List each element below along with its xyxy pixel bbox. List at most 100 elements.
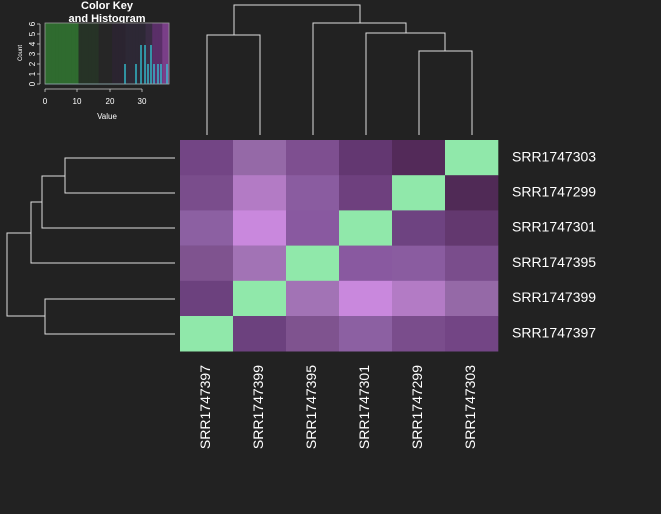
color-key-segment: [45, 23, 49, 84]
row-label: SRR1747399: [512, 289, 596, 305]
heatmap-cell: [339, 175, 393, 211]
color-key-segment: [128, 23, 133, 84]
heatmap-cell: [233, 210, 287, 246]
color-key-segment: [165, 23, 170, 84]
color-key-segment: [162, 23, 167, 84]
color-key-segment: [75, 23, 79, 84]
row-label: SRR1747395: [512, 254, 596, 270]
color-key-xlabel: Value: [97, 112, 117, 121]
row-labels: SRR1747303 SRR1747299 SRR1747301 SRR1747395…: [512, 148, 596, 340]
heatmap-cell: [339, 210, 393, 246]
color-key-segment: [152, 23, 156, 84]
color-key-title-line2: and Histogram: [68, 13, 145, 25]
column-label: SRR1747301: [356, 365, 372, 449]
color-key-segment: [145, 23, 150, 84]
heatmap-cell: [286, 210, 340, 246]
heatmap-cell: [392, 175, 446, 211]
color-key-segment: [101, 23, 106, 84]
column-dendrogram: [206, 4, 473, 135]
heatmap-cell: [392, 210, 446, 246]
y-tick-label: 5: [28, 31, 37, 36]
heatmap-cell: [339, 245, 393, 282]
heatmap-cell: [445, 210, 499, 246]
color-key-segment: [55, 23, 59, 84]
heatmap-cell: [286, 316, 340, 352]
heatmap-cell: [286, 140, 340, 176]
color-key-x-ticks: 0 10 20 30: [43, 89, 147, 106]
heatmap-cell: [445, 175, 499, 211]
heatmap-cell: [233, 140, 287, 176]
heatmap-cell: [180, 140, 234, 176]
heatmap-cell: [180, 210, 234, 246]
row-dendrogram: [6, 157, 175, 335]
heatmap-cell: [180, 280, 234, 317]
heatmap-cell: [392, 316, 446, 352]
heatmap-cell: [233, 316, 287, 352]
heatmap-cell: [180, 316, 234, 352]
color-key-segment: [142, 23, 146, 84]
y-tick-label: 3: [28, 51, 37, 56]
heatmap-cell: [339, 140, 393, 176]
color-key-title-line1: Color Key: [81, 0, 134, 12]
row-label: SRR1747299: [512, 184, 596, 200]
heatmap-cell: [445, 140, 499, 176]
y-tick-label: 4: [28, 41, 37, 46]
heatmap-cell: [233, 245, 287, 282]
color-key-segment: [51, 23, 56, 84]
heatmap-cell: [392, 280, 446, 317]
color-key-y-ticks: 0 1 2 3 4 5 6: [28, 21, 40, 86]
x-tick-label: 0: [43, 97, 48, 106]
heatmap-cells: [180, 140, 499, 352]
color-key-frame: [44, 22, 170, 85]
row-label: SRR1747303: [512, 148, 596, 164]
heatmap-cell: [392, 140, 446, 176]
y-tick-label: 6: [28, 21, 37, 26]
color-key-segment: [95, 23, 100, 84]
x-tick-label: 30: [138, 97, 147, 106]
column-label: SRR1747399: [250, 365, 266, 449]
color-key-segment: [135, 23, 140, 84]
heatmap-cell: [286, 175, 340, 211]
column-label: SRR1747395: [303, 365, 319, 449]
color-key-segment: [88, 23, 93, 84]
column-label: SRR1747397: [197, 365, 213, 449]
color-key-segment: [48, 23, 53, 84]
heatmap-cell: [339, 280, 393, 317]
color-key-segment: [61, 23, 66, 84]
column-label: SRR1747299: [409, 365, 425, 449]
heatmap-cell: [286, 245, 340, 282]
color-key-segment: [65, 23, 69, 84]
color-key-segment: [68, 23, 73, 84]
column-label: SRR1747303: [462, 365, 478, 449]
color-key-segment: [115, 23, 120, 84]
color-key-segment: [108, 23, 113, 84]
heatmap-cell: [445, 280, 499, 317]
y-tick-label: 1: [28, 71, 37, 76]
color-key-ylabel: Count: [18, 45, 24, 61]
row-label: SRR1747397: [512, 324, 596, 340]
color-key: Color Key and Histogram 0 1 2 3 4 5 6 Count 0 1…: [18, 0, 170, 121]
color-key-segment: [81, 23, 86, 84]
color-key-segment: [132, 23, 136, 84]
row-label: SRR1747301: [512, 219, 596, 235]
y-tick-label: 2: [28, 61, 37, 66]
heatmap-cell: [180, 245, 234, 282]
color-key-segment: [71, 23, 76, 84]
heatmap-cell: [286, 280, 340, 317]
heatmap-cell: [339, 316, 393, 352]
color-key-segment: [125, 23, 130, 84]
color-key-segment: [85, 23, 89, 84]
column-labels: SRR1747397 SRR1747399 SRR1747395 SRR1747301…: [197, 365, 478, 449]
x-tick-label: 20: [106, 97, 115, 106]
color-key-segment: [78, 23, 83, 84]
heatmap-cell: [392, 245, 446, 282]
x-tick-label: 10: [73, 97, 82, 106]
color-key-segment: [98, 23, 103, 84]
color-key-segment: [155, 23, 160, 84]
heatmap-cell: [445, 316, 499, 352]
heatmap-cell: [233, 175, 287, 211]
y-tick-label: 0: [28, 81, 37, 86]
heatmap-cell: [233, 280, 287, 317]
heatmap-cell: [180, 175, 234, 211]
